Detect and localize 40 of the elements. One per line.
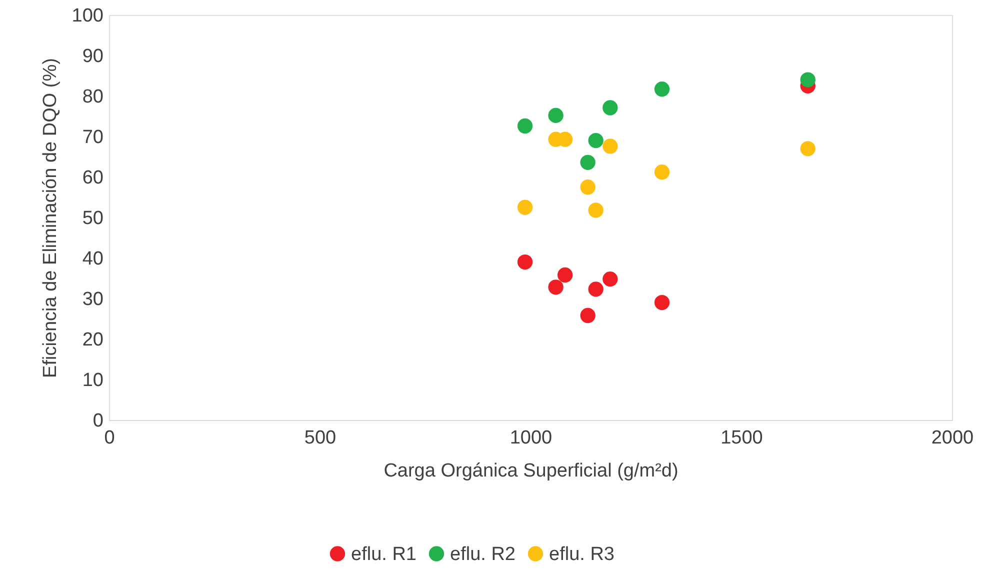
y-axis-title: Eficiencia de Eliminación de DQO (%) xyxy=(40,58,61,378)
y-tick-label: 90 xyxy=(82,46,104,67)
legend-label: eflu. R1 xyxy=(351,544,416,565)
point xyxy=(602,100,618,116)
point xyxy=(800,141,816,156)
x-tick-label: 1000 xyxy=(510,428,552,448)
x-axis-title: Carga Orgánica Superficial (g/m²d) xyxy=(384,460,678,482)
y-tick-label: 100 xyxy=(72,6,104,26)
legend-label: eflu. R2 xyxy=(450,544,516,565)
point xyxy=(588,132,604,148)
y-tick-label: 50 xyxy=(82,208,104,229)
legend-label: eflu. R3 xyxy=(549,544,614,565)
x-tick-label: 1500 xyxy=(720,428,763,448)
point xyxy=(580,308,596,324)
point xyxy=(548,108,564,124)
point xyxy=(654,82,670,97)
point xyxy=(654,164,670,180)
y-tick-label: 20 xyxy=(82,330,104,350)
y-tick-label: 30 xyxy=(82,289,104,310)
y-tick-label: 70 xyxy=(82,127,104,148)
point xyxy=(602,138,618,154)
y-tick-label: 80 xyxy=(82,86,104,108)
point xyxy=(602,271,618,287)
point xyxy=(517,200,533,215)
point xyxy=(517,254,533,270)
point xyxy=(588,202,604,218)
y-tick-label: 0 xyxy=(92,410,104,432)
point xyxy=(654,294,670,310)
y-tick-label: 60 xyxy=(82,168,104,188)
y-tick-label: 40 xyxy=(82,248,104,270)
point xyxy=(548,280,564,295)
y-tick-label: 10 xyxy=(82,370,104,391)
point xyxy=(517,118,533,134)
point xyxy=(580,180,596,195)
x-tick-label: 2000 xyxy=(931,428,974,448)
x-tick-label: 500 xyxy=(304,428,336,448)
point xyxy=(580,154,596,170)
point xyxy=(588,282,604,297)
point xyxy=(557,267,573,283)
point xyxy=(800,72,816,88)
